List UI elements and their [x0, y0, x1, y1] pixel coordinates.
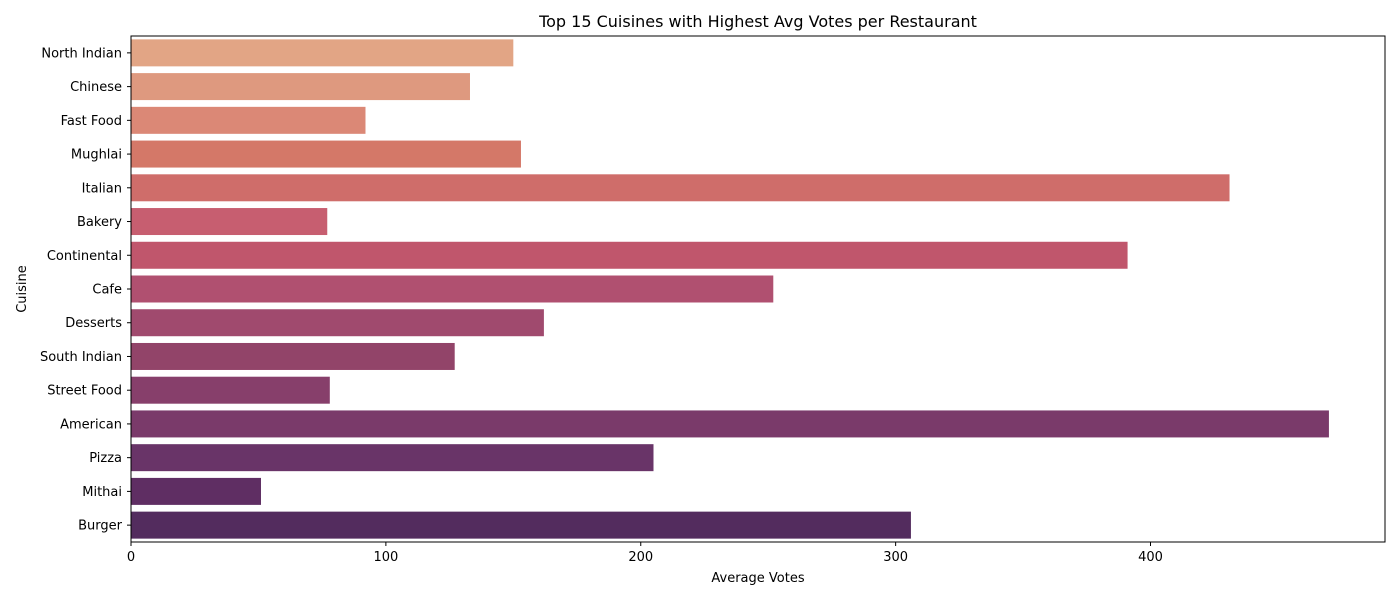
y-tick-labels: North Indian Chinese Fast Food Mughlai Itali…: [40, 46, 131, 534]
bar-bakery: [131, 208, 328, 236]
y-tick-label: Mithai: [82, 485, 122, 500]
y-tick-label: Burger: [78, 519, 123, 534]
bar-fast-food: [131, 106, 366, 134]
x-axis-label: Average Votes: [711, 571, 804, 586]
bar-desserts: [131, 309, 544, 337]
y-tick-label: Bakery: [77, 215, 122, 230]
bar-american: [131, 410, 1329, 438]
bar-italian: [131, 174, 1230, 202]
x-ticks: 0 100 200 300 400: [127, 542, 1163, 565]
bar-pizza: [131, 444, 654, 472]
y-tick-label: Cafe: [92, 283, 122, 298]
bar-mughlai: [131, 140, 521, 168]
y-tick-label: North Indian: [41, 46, 122, 61]
y-tick-label: Continental: [47, 249, 122, 264]
bar-chinese: [131, 73, 470, 101]
y-tick-label: American: [60, 417, 122, 432]
y-axis-label: Cuisine: [15, 265, 30, 313]
bars-group: [131, 39, 1329, 539]
chart-title: Top 15 Cuisines with Highest Avg Votes p…: [538, 12, 977, 31]
x-tick-label: 200: [628, 550, 653, 565]
bar-mithai: [131, 477, 261, 505]
y-tick-label: Desserts: [65, 316, 122, 331]
bar-continental: [131, 241, 1128, 269]
y-tick-label: South Indian: [40, 350, 122, 365]
x-tick-label: 400: [1138, 550, 1163, 565]
y-tick-label: Mughlai: [71, 148, 122, 163]
bar-south-indian: [131, 342, 455, 370]
x-tick-label: 300: [883, 550, 908, 565]
y-tick-label: Fast Food: [61, 114, 122, 129]
bar-street-food: [131, 376, 330, 404]
bar-north-indian: [131, 39, 514, 67]
y-tick-label: Italian: [82, 181, 122, 196]
x-tick-label: 100: [373, 550, 398, 565]
x-tick-label: 0: [127, 550, 135, 565]
y-tick-label: Pizza: [89, 451, 122, 466]
bar-cafe: [131, 275, 774, 303]
plot-frame: [130, 35, 1386, 543]
bar-burger: [131, 511, 911, 539]
y-tick-label: Chinese: [70, 80, 122, 95]
y-tick-label: Street Food: [47, 384, 122, 399]
